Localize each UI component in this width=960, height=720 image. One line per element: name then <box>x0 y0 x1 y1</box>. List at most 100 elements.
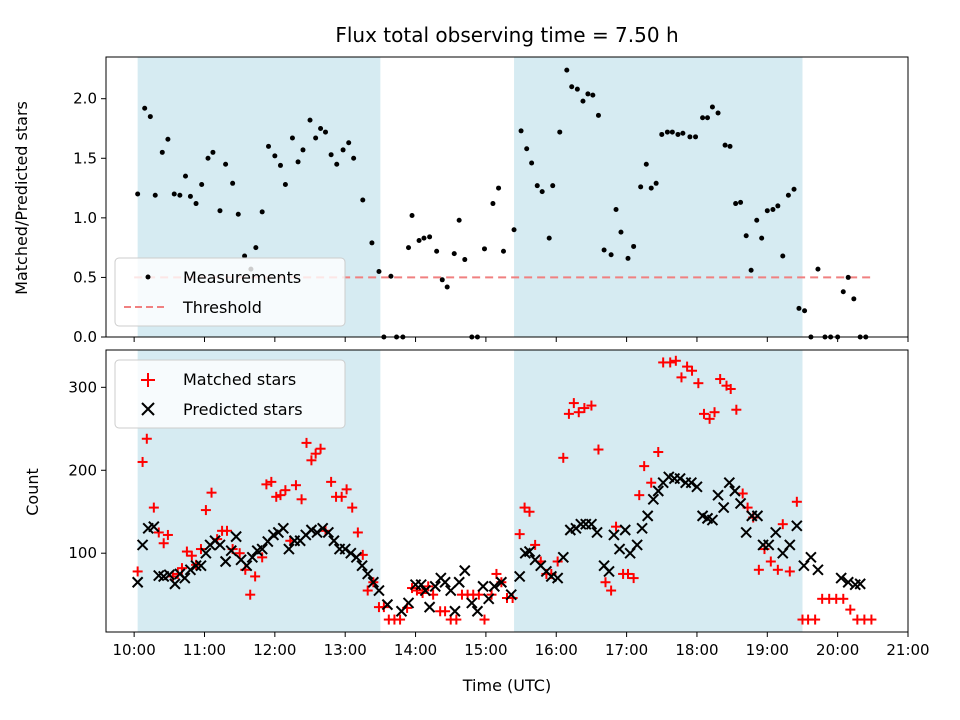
matched-star-point <box>347 502 358 513</box>
measurement-point <box>205 155 211 161</box>
predicted-star-point <box>591 526 603 539</box>
bottom-x-tick-label: 10:00 <box>113 641 156 659</box>
matched-star-point <box>158 538 169 549</box>
top-y-tick-label: 2.0 <box>73 90 97 108</box>
matched-star-point <box>737 488 748 499</box>
matched-star-point <box>326 476 337 487</box>
predicted-star-b <box>367 576 380 588</box>
measurement-point <box>313 135 319 141</box>
predicted-star-b <box>483 593 495 605</box>
measurement-point <box>439 277 445 283</box>
predicted-star-b <box>523 545 536 558</box>
measurement-point <box>159 149 165 155</box>
predicted-star-point <box>459 564 471 577</box>
predicted-star-point <box>419 584 432 597</box>
predicted-star-point <box>163 569 176 581</box>
top-y-tick-label: 0.5 <box>73 268 97 286</box>
predicted-star-b <box>240 559 253 572</box>
measurement-point <box>444 284 450 290</box>
predicted-star-b <box>311 526 323 539</box>
measurement-point <box>569 84 575 90</box>
matched-star-point <box>731 404 742 415</box>
matched-star-point <box>222 525 233 536</box>
predicted-star-point <box>190 559 202 572</box>
measurement-point <box>177 192 183 198</box>
measurement-point <box>815 266 821 272</box>
matched-star-point <box>440 606 451 617</box>
matched-star-point <box>698 408 709 419</box>
predicted-star-point <box>717 501 730 514</box>
predicted-star-point <box>356 559 368 572</box>
predicted-star-point <box>316 522 329 535</box>
measurement-point <box>618 229 624 235</box>
measurement-point <box>289 135 295 141</box>
measurement-point <box>524 146 530 152</box>
matched-star-point <box>623 568 634 579</box>
bottom-y-tick-label: 100 <box>68 544 97 562</box>
predicted-star-point <box>345 547 357 559</box>
predicted-star-b <box>495 576 508 588</box>
predicted-star-point <box>415 579 427 591</box>
matched-star-point <box>838 593 849 604</box>
predicted-star-b <box>256 543 268 555</box>
measurement-point <box>193 201 199 207</box>
matched-star-point <box>479 614 490 625</box>
measurement-point <box>659 131 665 137</box>
measurement-point <box>406 245 412 251</box>
measurement-point <box>595 112 601 118</box>
measurement-point <box>557 129 563 135</box>
matched-star-point <box>593 444 604 455</box>
legend-predicted-label: Predicted stars <box>183 400 303 419</box>
predicted-star-point <box>740 526 752 539</box>
measurement-point <box>700 115 706 121</box>
predicted-star-b <box>429 580 441 593</box>
measurement-point <box>307 117 313 123</box>
matched-star-point <box>395 614 406 625</box>
matched-star-point <box>765 556 776 567</box>
measurement-point <box>318 125 324 131</box>
measurement-point <box>199 181 205 187</box>
matched-star-point <box>250 571 261 582</box>
measurement-point <box>796 305 802 311</box>
measurement-point <box>546 235 552 241</box>
predicted-star-b <box>598 559 610 572</box>
bottom-x-tick-label: 20:00 <box>816 641 859 659</box>
measurement-point <box>376 268 382 274</box>
measurement-point <box>416 237 422 243</box>
predicted-star-b <box>770 526 782 539</box>
predicted-star-b <box>842 576 854 588</box>
predicted-star-b <box>345 547 357 559</box>
measurement-point <box>550 183 556 189</box>
predicted-star-b <box>608 529 620 541</box>
predicted-star-b <box>445 584 457 597</box>
predicted-star-b <box>466 597 478 609</box>
predicted-star-b <box>723 476 736 489</box>
predicted-star-b <box>619 524 631 536</box>
matched-star-point <box>280 485 291 496</box>
matched-star-point <box>290 480 301 491</box>
measurement-point <box>351 155 357 161</box>
matched-star-point <box>573 407 584 418</box>
predicted-star-point <box>557 551 569 564</box>
matched-star-point <box>275 490 286 501</box>
matched-star-point <box>670 355 681 366</box>
predicted-star-b <box>477 580 489 593</box>
predicted-star-point <box>723 476 736 489</box>
measurement-point <box>709 104 715 110</box>
measurement-point <box>715 110 721 116</box>
predicted-star-b <box>361 568 374 580</box>
bottom-y-tick-label: 300 <box>68 378 97 396</box>
measurement-point <box>608 252 614 258</box>
matched-star-point <box>810 614 821 625</box>
predicted-star-b <box>641 510 654 522</box>
measurement-point <box>687 134 693 140</box>
predicted-star-b <box>631 539 643 551</box>
predicted-star-point <box>283 543 295 555</box>
predicted-star-b <box>613 543 626 555</box>
bottom-x-tick-label: 21:00 <box>886 641 929 659</box>
predicted-star-b <box>791 520 803 532</box>
matched-star-point <box>315 443 326 454</box>
bottom-legend: Matched stars Predicted stars <box>114 359 346 429</box>
measurement-point <box>738 199 744 205</box>
predicted-star-point <box>647 493 660 506</box>
